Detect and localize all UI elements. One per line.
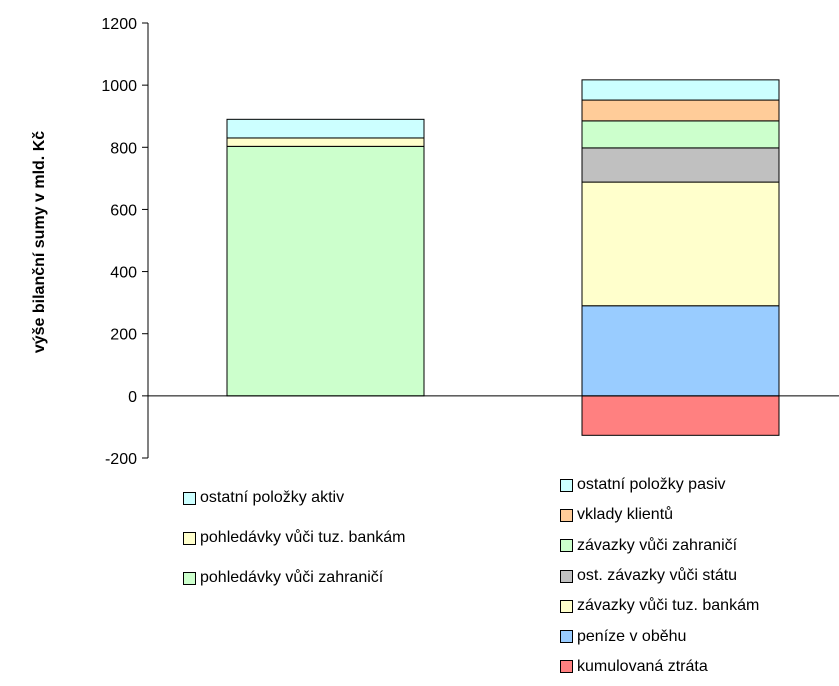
legend-swatch bbox=[560, 539, 573, 553]
legend-swatch bbox=[560, 630, 573, 644]
legend-item: ostatní položky aktiv bbox=[183, 478, 405, 518]
legend-item: pohledávky vůči zahraničí bbox=[183, 558, 405, 598]
legend-item: vklady klientů bbox=[560, 500, 759, 530]
bar-segment bbox=[581, 181, 780, 307]
legend-swatch bbox=[560, 660, 573, 674]
legend-label: závazky vůči zahraničí bbox=[577, 536, 738, 554]
y-tick-label: 0 bbox=[128, 389, 137, 406]
bar-segment bbox=[581, 120, 780, 149]
bar-segment bbox=[226, 137, 425, 147]
legend-item: kumulovaná ztráta bbox=[560, 652, 759, 682]
y-tick-label: 400 bbox=[110, 265, 137, 282]
y-tick-label: -200 bbox=[105, 451, 137, 468]
y-tick-label: 600 bbox=[110, 202, 137, 219]
legend-label: ostatní položky aktiv bbox=[200, 489, 345, 506]
legend-swatch bbox=[183, 531, 196, 545]
bar-segment bbox=[581, 99, 780, 122]
axes: -200 0 200 400 600 800 1000 1200 bbox=[101, 16, 839, 468]
y-axis-label: výše bilanční sumy v mld. Kč bbox=[31, 131, 48, 353]
legend-label: závazky vůči tuz. bankám bbox=[577, 597, 760, 615]
bar-segment bbox=[226, 118, 425, 139]
stacked-bar-chart: -200 0 200 400 600 800 1000 1200 výše bilanční … bbox=[31, 16, 839, 468]
legend-liabilities: ostatní položky pasiv vklady klientů závaz… bbox=[560, 470, 759, 682]
y-tick-label: 200 bbox=[110, 327, 137, 344]
bar-segment bbox=[581, 395, 780, 436]
bar-stacks bbox=[226, 79, 780, 436]
legend-swatch bbox=[183, 571, 196, 585]
y-tick-label: 1000 bbox=[101, 78, 137, 95]
y-tick-label: 1200 bbox=[101, 16, 137, 33]
bar-segment bbox=[581, 305, 780, 397]
legend-item: závazky vůči tuz. bankám bbox=[560, 591, 759, 621]
legend-item: závazky vůči zahraničí bbox=[560, 531, 759, 561]
legend-item: ost. závazky vůči státu bbox=[560, 561, 759, 591]
legend-label: pohledávky vůči zahraničí bbox=[200, 569, 384, 586]
legend-label: ostatní položky pasiv bbox=[577, 476, 726, 494]
legend-assets: ostatní položky aktiv pohledávky vůči tuz… bbox=[183, 478, 405, 598]
legend-label: pohledávky vůči tuz. bankám bbox=[200, 529, 406, 546]
bar-segment bbox=[581, 79, 780, 101]
legend-label: peníze v oběhu bbox=[577, 627, 687, 645]
legend-swatch bbox=[560, 508, 573, 522]
legend-item: ostatní položky pasiv bbox=[560, 470, 759, 500]
legend-swatch bbox=[560, 599, 573, 613]
legend-item: peníze v oběhu bbox=[560, 621, 759, 651]
legend-label: kumulovaná ztráta bbox=[577, 657, 708, 675]
bar-segment bbox=[581, 147, 780, 183]
y-tick-label: 800 bbox=[110, 140, 137, 157]
legend-label: vklady klientů bbox=[577, 506, 674, 524]
legend-swatch bbox=[560, 569, 573, 583]
legend-item: pohledávky vůči tuz. bankám bbox=[183, 518, 405, 558]
legend-swatch bbox=[560, 478, 573, 492]
legend-swatch bbox=[183, 491, 196, 505]
bar-segment bbox=[226, 145, 425, 397]
legend-label: ost. závazky vůči státu bbox=[577, 567, 738, 585]
